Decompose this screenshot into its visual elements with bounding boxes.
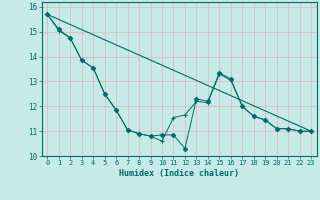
X-axis label: Humidex (Indice chaleur): Humidex (Indice chaleur) [119, 169, 239, 178]
